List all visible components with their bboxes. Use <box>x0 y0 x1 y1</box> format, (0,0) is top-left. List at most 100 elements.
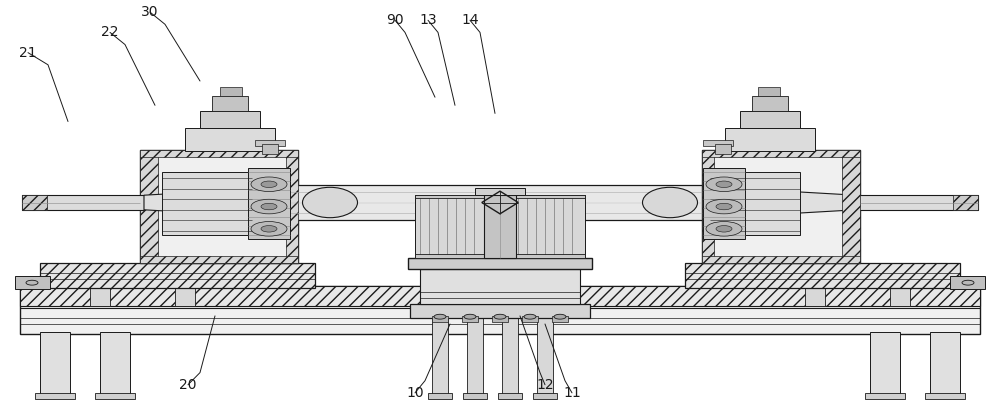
Bar <box>95 393 135 399</box>
Bar <box>702 150 714 263</box>
Bar <box>420 269 580 304</box>
Bar <box>805 286 825 306</box>
Bar <box>956 279 978 287</box>
Text: 20: 20 <box>179 378 197 392</box>
Text: 21: 21 <box>19 46 37 60</box>
Text: 90: 90 <box>386 13 404 27</box>
Circle shape <box>261 181 277 188</box>
Circle shape <box>706 199 742 214</box>
Bar <box>432 316 448 397</box>
Text: 22: 22 <box>101 26 119 39</box>
Bar <box>220 87 242 96</box>
Bar <box>415 195 487 198</box>
Bar <box>262 144 278 154</box>
Bar <box>410 304 590 318</box>
Bar <box>40 332 70 397</box>
Bar <box>415 254 487 258</box>
Text: 13: 13 <box>419 13 437 27</box>
Bar <box>715 144 731 154</box>
Bar <box>462 316 478 322</box>
Ellipse shape <box>642 187 698 218</box>
Bar <box>492 316 508 322</box>
Bar <box>685 263 960 288</box>
Text: 10: 10 <box>406 386 424 400</box>
Bar <box>22 195 144 210</box>
Bar <box>552 316 568 322</box>
Bar <box>463 393 487 399</box>
Bar <box>513 254 585 258</box>
Bar <box>40 263 315 288</box>
Circle shape <box>494 314 506 319</box>
Bar <box>865 393 905 399</box>
Bar <box>725 128 815 151</box>
Polygon shape <box>715 187 856 218</box>
Bar <box>856 195 978 210</box>
Bar <box>286 150 298 263</box>
Bar <box>432 316 448 322</box>
Circle shape <box>251 177 287 192</box>
Bar <box>140 150 298 157</box>
Circle shape <box>251 199 287 214</box>
Bar <box>950 276 985 289</box>
Bar <box>200 111 260 128</box>
Circle shape <box>962 280 974 285</box>
Text: 12: 12 <box>536 378 554 392</box>
Bar <box>415 195 487 258</box>
Bar <box>255 140 285 146</box>
Polygon shape <box>144 187 285 218</box>
Bar <box>475 188 525 195</box>
Circle shape <box>524 314 536 319</box>
Bar <box>533 393 557 399</box>
Bar <box>20 286 980 334</box>
Bar <box>15 276 50 289</box>
Bar <box>925 393 965 399</box>
Bar <box>522 316 538 322</box>
Bar <box>870 332 900 397</box>
Circle shape <box>716 181 732 188</box>
Bar <box>702 150 860 157</box>
Bar <box>185 128 275 151</box>
Bar <box>702 150 860 263</box>
Circle shape <box>261 226 277 232</box>
Bar <box>140 150 298 263</box>
Bar <box>212 96 248 111</box>
Circle shape <box>464 314 476 319</box>
Bar <box>537 316 553 397</box>
Bar <box>162 172 252 235</box>
Bar <box>140 256 298 263</box>
Text: 30: 30 <box>141 5 159 19</box>
Bar <box>842 150 860 263</box>
Bar <box>930 332 960 397</box>
Text: 14: 14 <box>461 13 479 27</box>
Ellipse shape <box>302 187 358 218</box>
Bar <box>502 316 518 397</box>
Bar <box>90 286 110 306</box>
Circle shape <box>434 314 446 319</box>
Circle shape <box>26 280 38 285</box>
Bar <box>20 286 980 306</box>
Bar <box>702 256 860 263</box>
Circle shape <box>716 203 732 210</box>
Bar <box>428 393 452 399</box>
Bar <box>22 195 47 210</box>
Text: 11: 11 <box>563 386 581 400</box>
Bar <box>703 140 733 146</box>
Bar <box>467 316 483 397</box>
Bar <box>35 393 75 399</box>
Bar <box>498 393 522 399</box>
Bar <box>140 150 158 263</box>
Bar <box>100 332 130 397</box>
Bar <box>758 87 780 96</box>
Bar <box>710 172 800 235</box>
Bar <box>175 286 195 306</box>
Bar <box>703 168 745 239</box>
Circle shape <box>716 226 732 232</box>
Bar <box>740 111 800 128</box>
Circle shape <box>251 222 287 236</box>
Bar <box>484 195 516 258</box>
Circle shape <box>706 177 742 192</box>
Circle shape <box>554 314 566 319</box>
Bar <box>513 195 585 258</box>
Circle shape <box>261 203 277 210</box>
Bar <box>408 258 592 269</box>
